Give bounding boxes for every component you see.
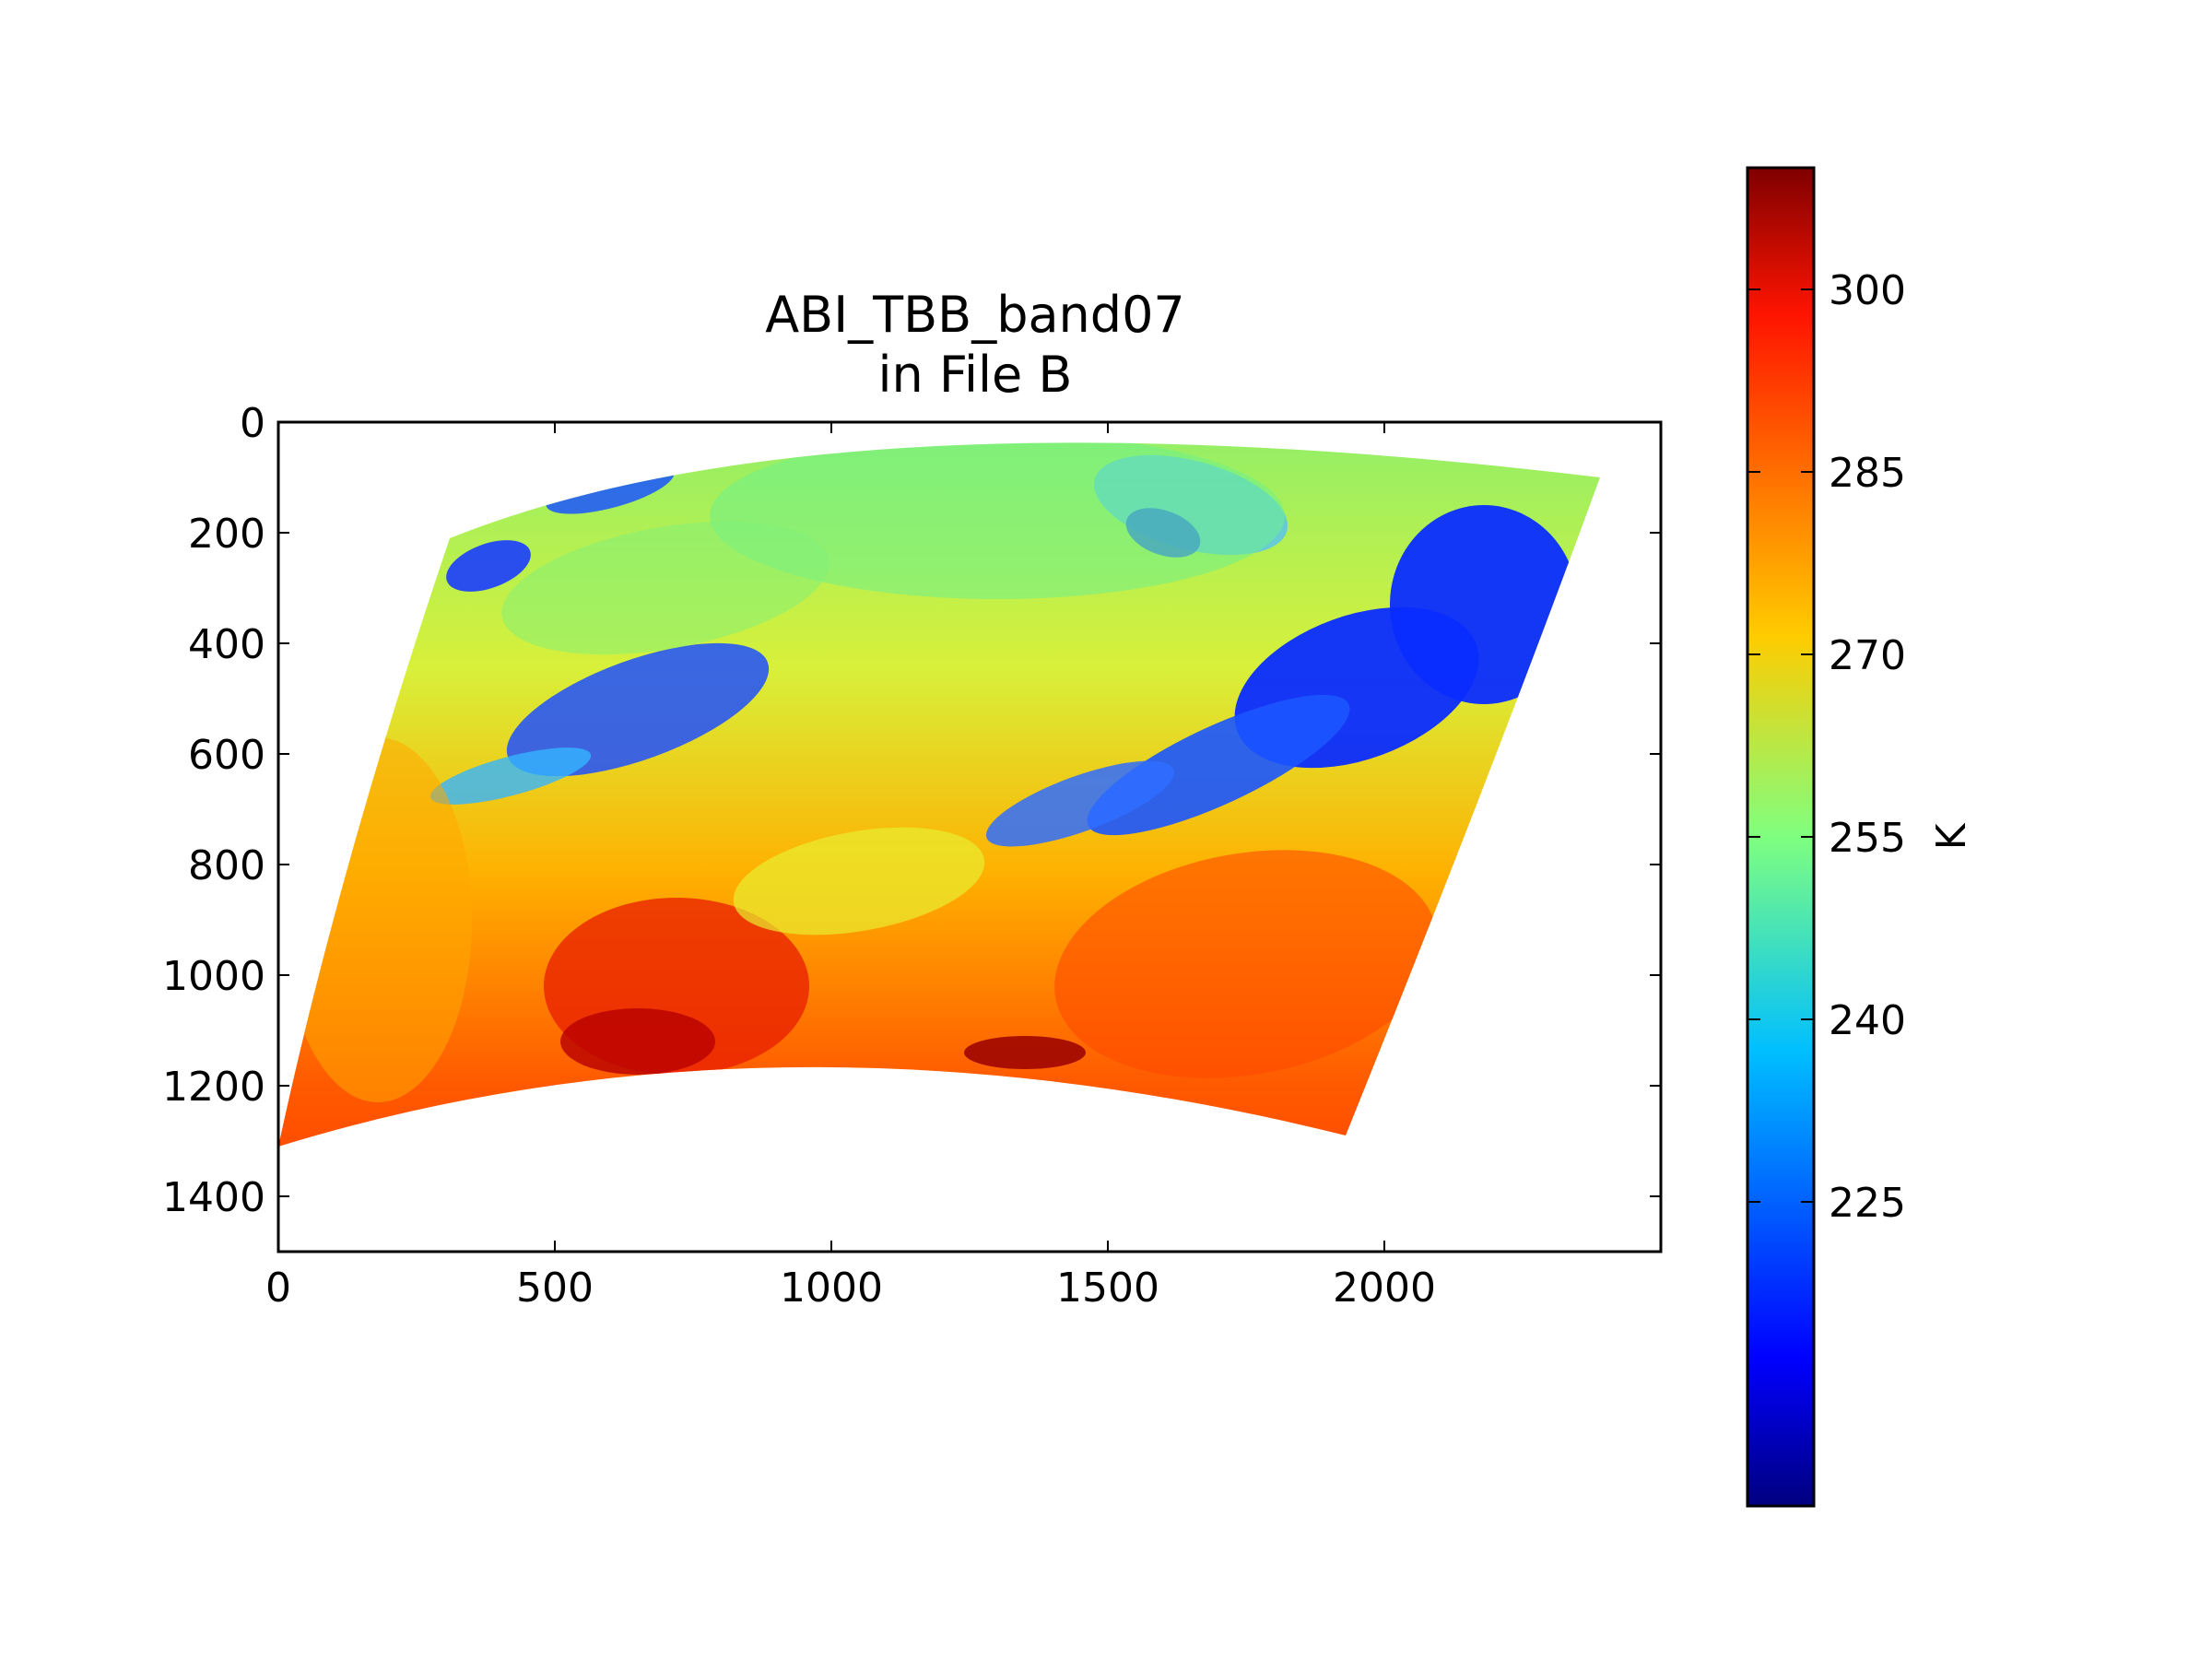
y-tick-label: 400 [188,621,265,668]
x-tick-label: 500 [516,1265,594,1312]
swath-texture-blob [506,642,770,777]
swath-texture-blob [733,827,985,935]
x-tick-label: 2000 [1333,1265,1436,1312]
y-tick-label: 0 [240,400,265,447]
swath-features [284,442,1578,1102]
swath-texture-blob [1087,694,1350,836]
swath-texture-blob [284,737,472,1102]
y-axis: 0 200 400 600 800 1000 1200 1400 [162,400,1661,1221]
swath-texture-blob [446,540,531,592]
chart-title-line-1: ABI_TBB_band07 [765,286,1185,344]
colorbar-tick-label: 285 [1829,450,1906,497]
colorbar-tick-label: 255 [1829,815,1906,862]
y-tick-label: 600 [188,732,265,779]
y-tick-label: 1400 [162,1174,265,1221]
x-axis: 0 500 1000 1500 2000 [265,422,1436,1312]
x-tick-label: 1000 [780,1265,883,1312]
y-tick-label: 1200 [162,1064,265,1111]
swath-texture-blob [964,1036,1086,1069]
chart-title-line-2: in File B [878,346,1073,404]
swath-texture-blob [985,760,1175,847]
plot-frame [276,420,1663,1253]
colorbar-tick-label: 270 [1829,632,1906,679]
swath-texture-blob [1390,505,1578,704]
y-tick-label: 800 [188,842,265,889]
y-tick-label: 200 [188,511,265,558]
swath-texture-blob [429,747,592,805]
y-tick-label: 1000 [162,953,265,1000]
colorbar-tick-label: 240 [1829,997,1906,1044]
swath-texture-blob [710,442,1285,599]
swath-texture-blob [1054,850,1438,1078]
swath-texture-blob [501,521,830,655]
swath-texture-blob [560,1008,715,1075]
colorbar-label: K [1928,822,1975,850]
colorbar: 225 240 255 270 285 300 K [1746,166,1975,1508]
colorbar-tick-label: 225 [1829,1180,1906,1227]
x-tick-label: 1500 [1056,1265,1159,1312]
colorbar-ticks: 225 240 255 270 285 300 [1747,267,1906,1227]
colorbar-tick-label: 300 [1829,267,1906,314]
x-tick-label: 0 [265,1265,291,1312]
heatmap-swath [278,442,1600,1147]
